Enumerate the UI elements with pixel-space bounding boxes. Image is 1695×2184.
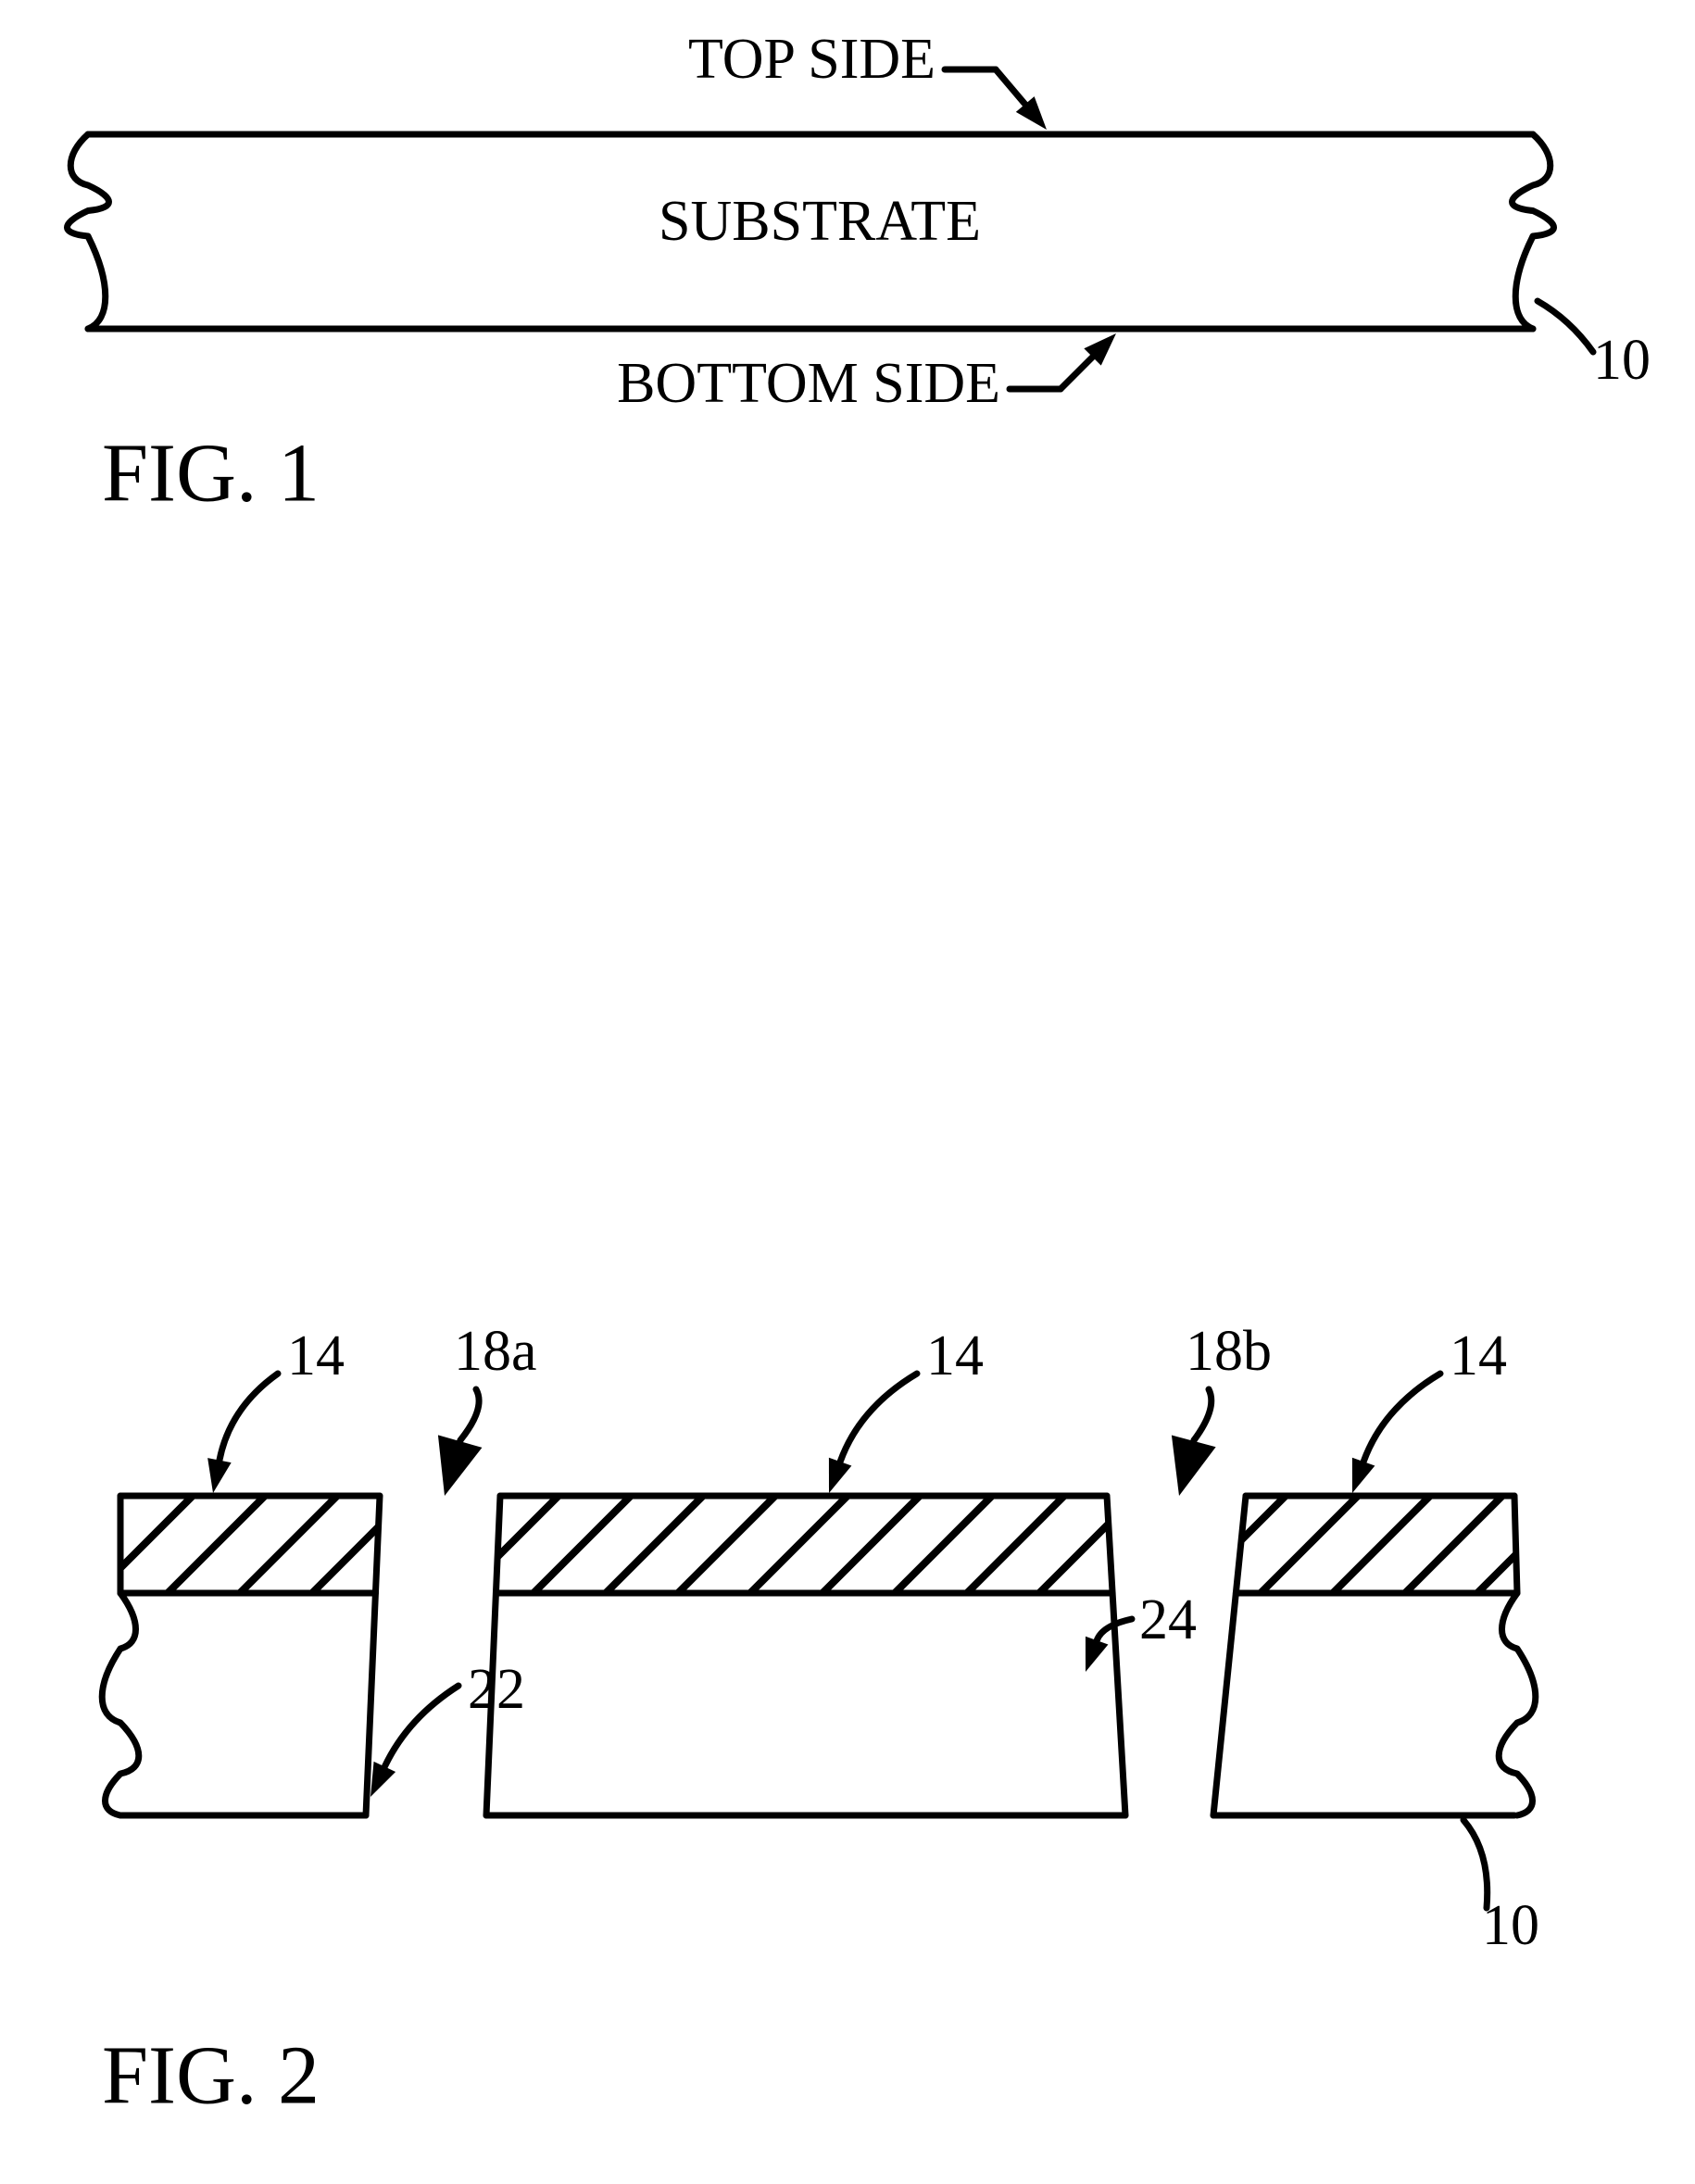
fig2-left-break (102, 1593, 139, 1815)
figure-2: 14 18a 14 18b 14 22 24 10 FIG. 2 (0, 1320, 1695, 2121)
label-22: 22 (468, 1658, 525, 1721)
label-10-fig2: 10 (1482, 1894, 1539, 1957)
leader-14-c (1352, 1374, 1440, 1493)
label-top-side: TOP SIDE (688, 28, 935, 91)
label-ref-10: 10 (1593, 329, 1651, 392)
fig2-piece-2 (245, 1496, 1353, 1815)
fig1-right-break (1513, 134, 1554, 329)
leader-14-b (829, 1374, 917, 1493)
leader-14-a (207, 1374, 278, 1493)
label-24: 24 (1139, 1588, 1197, 1651)
label-18b: 18b (1186, 1320, 1272, 1383)
label-bottom-side: BOTTOM SIDE (617, 352, 1000, 415)
label-14-a: 14 (287, 1324, 345, 1387)
fig2-piece-1 (0, 1496, 554, 1815)
label-14-c: 14 (1450, 1324, 1507, 1387)
fig1-left-break (68, 134, 109, 329)
leader-24 (1086, 1619, 1132, 1672)
fig1-caption: FIG. 1 (102, 428, 320, 520)
leader-18b (1172, 1389, 1216, 1496)
figure-1: TOP SIDE BOTTOM SIDE SUBSTRATE 10 FIG. 1 (68, 28, 1651, 519)
leader-22 (370, 1686, 458, 1797)
fig2-right-break (1499, 1593, 1536, 1815)
leader-ref-10 (1538, 301, 1593, 352)
label-14-b: 14 (926, 1324, 984, 1387)
leader-18a (438, 1389, 483, 1496)
label-substrate: SUBSTRATE (659, 190, 981, 253)
fig2-caption: FIG. 2 (102, 2030, 320, 2122)
leader-bottom-side (1010, 333, 1116, 389)
label-18a: 18a (454, 1320, 537, 1383)
leader-top-side (945, 69, 1047, 130)
fig2-piece-3 (972, 1496, 1695, 1815)
